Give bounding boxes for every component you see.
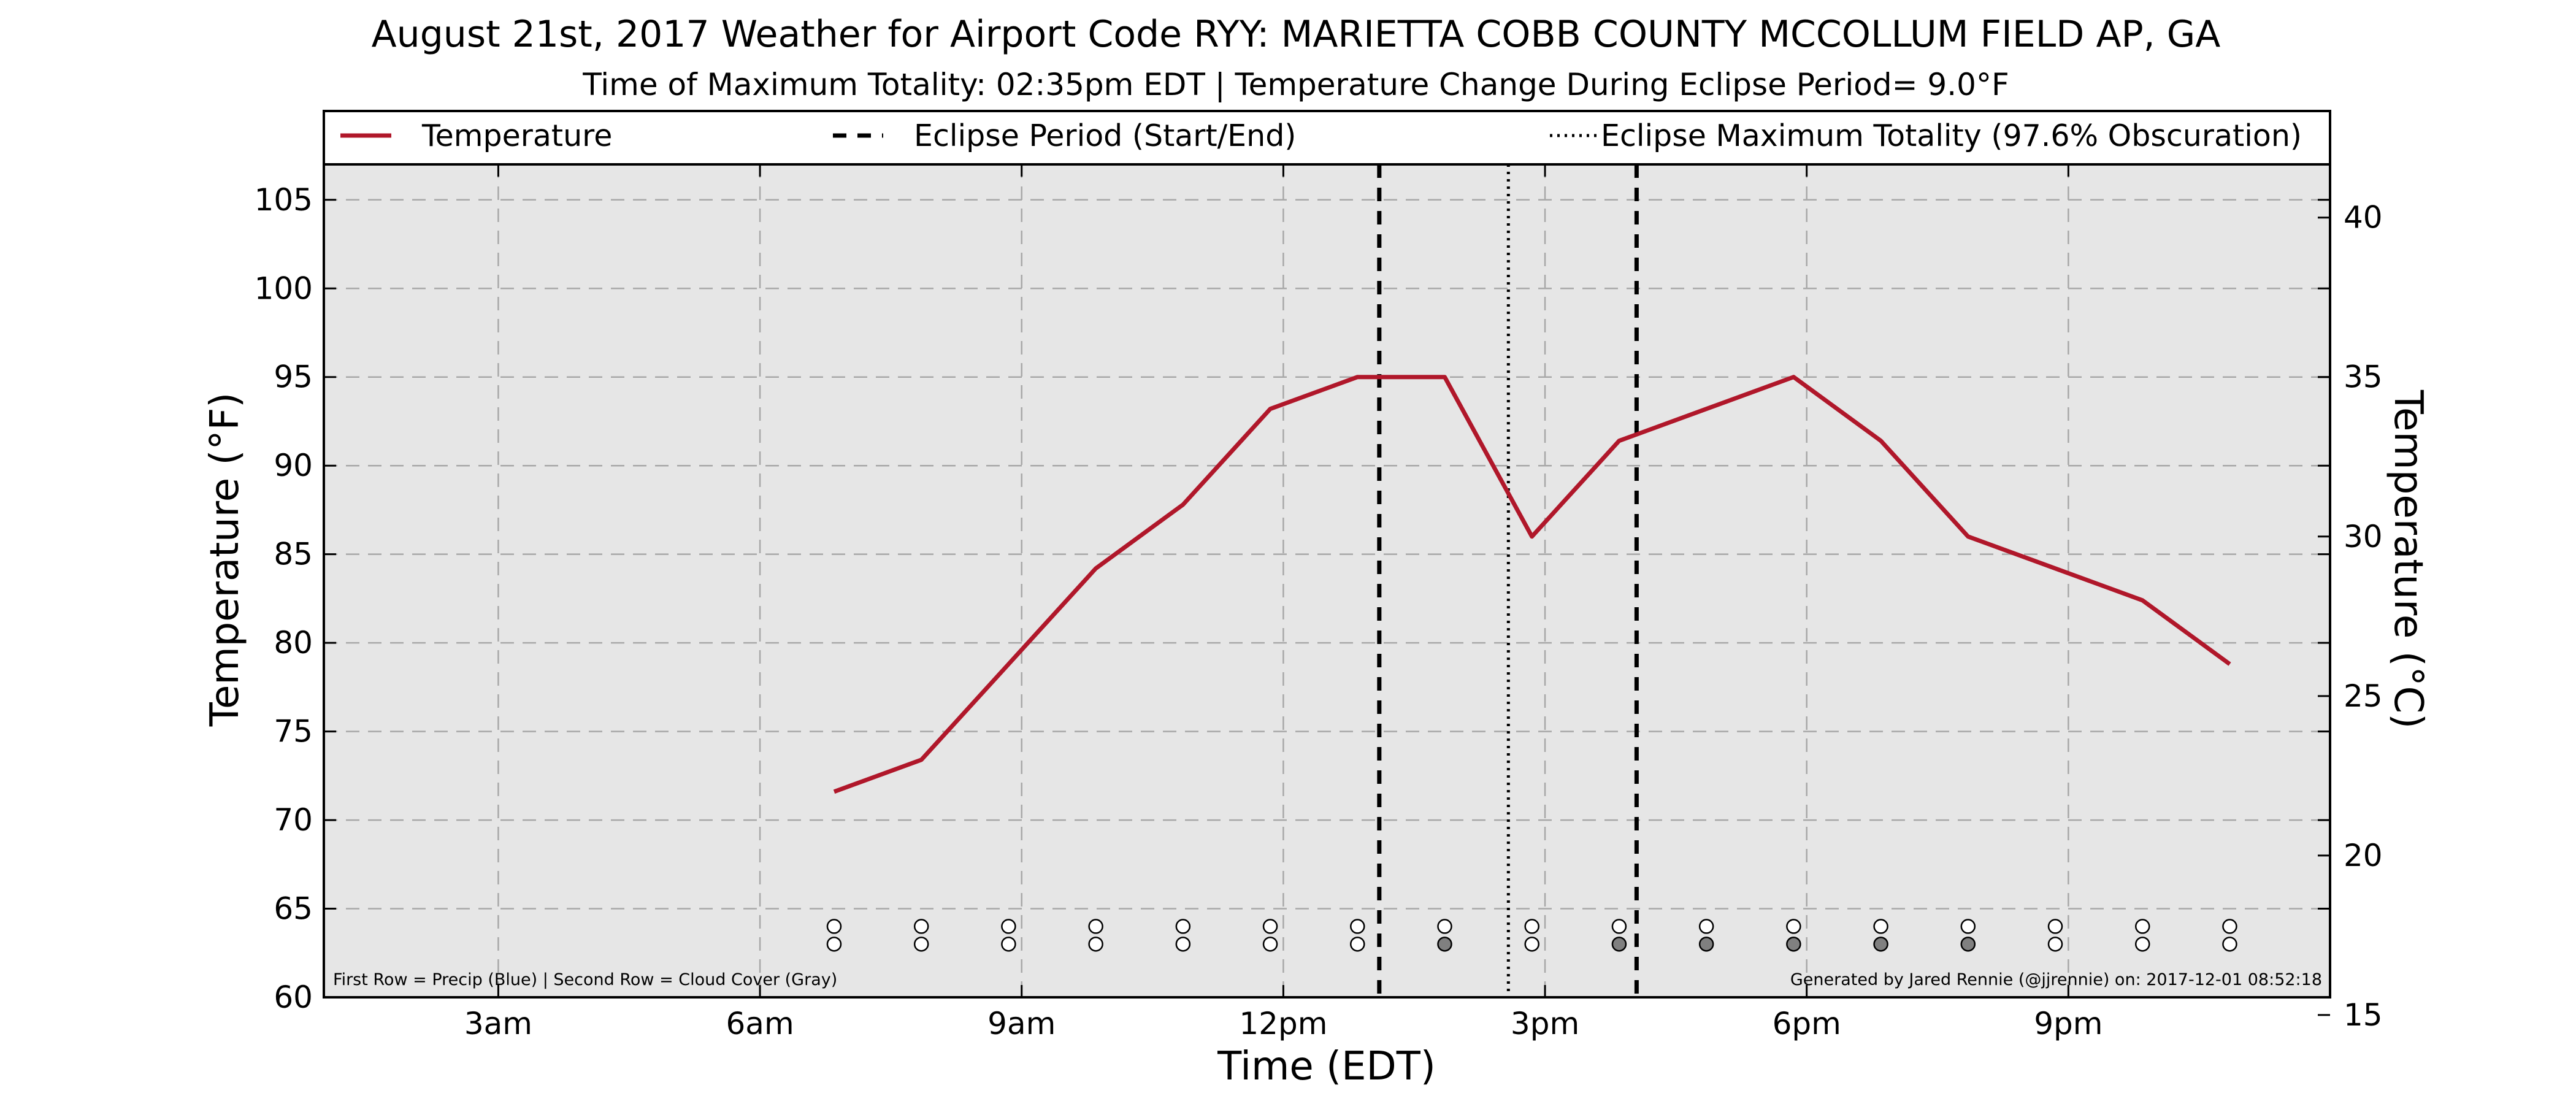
y-axis-label: Temperature (°F) [202, 393, 248, 727]
x-tick-label: 6am [726, 1006, 794, 1041]
x-tick-label: 9am [987, 1006, 1056, 1041]
y-tick-label: 90 [274, 448, 313, 483]
y-tick-label: 80 [274, 625, 313, 661]
y-tick-label: 85 [274, 537, 313, 572]
legend-eclipse-max-label: Eclipse Maximum Totality (97.6% Obscurat… [1601, 118, 2302, 153]
cloud-marker [1611, 937, 1627, 952]
y-right-tick-label: 15 [2344, 997, 2383, 1033]
chart-subtitle: Time of Maximum Totality: 02:35pm EDT | … [582, 67, 2009, 102]
precip-marker [1698, 919, 1714, 934]
y-right-tick-label: 25 [2344, 678, 2383, 714]
precip-marker [1001, 919, 1016, 934]
x-tick-label: 9pm [2034, 1006, 2103, 1041]
cloud-marker [1786, 937, 1801, 952]
y-tick-label: 75 [274, 714, 313, 749]
cloud-marker [1001, 937, 1016, 952]
cloud-marker [2134, 937, 2150, 952]
legend-eclipse-period-label: Eclipse Period (Start/End) [914, 118, 1296, 153]
cloud-marker [1088, 937, 1103, 952]
cloud-marker [826, 937, 842, 952]
footnote-left: First Row = Precip (Blue) | Second Row =… [333, 970, 837, 989]
y-axis-right-label: Temperature (°C) [2385, 389, 2431, 729]
precip-marker [826, 919, 842, 934]
chart-title: August 21st, 2017 Weather for Airport Co… [372, 13, 2221, 56]
cloud-marker [1262, 937, 1278, 952]
axes: 60 65 70 75 80 85 90 95 100 105 15 20 25 30 35 40 3am 6am… [255, 164, 2383, 1041]
cloud-marker [2222, 937, 2237, 952]
y-tick-label: 65 [274, 891, 313, 927]
cloud-marker [913, 937, 929, 952]
precip-marker [1611, 919, 1627, 934]
plot-frame [323, 163, 2331, 999]
precip-marker [2134, 919, 2150, 934]
precip-marker [1524, 919, 1539, 934]
precip-marker [1350, 919, 1365, 934]
plot-area [324, 164, 2330, 997]
y-right-tick-label: 20 [2344, 838, 2383, 873]
y-tick-label: 60 [274, 979, 313, 1015]
y-tick-label: 100 [255, 270, 313, 306]
y-tick-label: 105 [255, 182, 313, 218]
cloud-marker [1437, 937, 1452, 952]
precip-marker [1175, 919, 1191, 934]
cloud-marker [1698, 937, 1714, 952]
grid-lines [324, 164, 2330, 997]
precip-marker [1786, 919, 1801, 934]
precip-marker [1437, 919, 1452, 934]
footnote-right: Generated by Jared Rennie (@jjrennie) on… [1790, 970, 2322, 989]
cloud-marker [1873, 937, 1888, 952]
precip-marker [2222, 919, 2237, 934]
precip-marker [1088, 919, 1103, 934]
temperature-line [833, 375, 2231, 794]
legend: Temperature Eclipse Period (Start/End) E… [323, 110, 2331, 166]
precip-marker [1960, 919, 1976, 934]
y-right-tick-label: 35 [2344, 359, 2383, 395]
y-tick-label: 70 [274, 802, 313, 838]
precip-marker [1873, 919, 1888, 934]
y-tick-label: 95 [274, 359, 313, 395]
x-tick-label: 12pm [1239, 1006, 1327, 1041]
station-markers [826, 919, 2237, 952]
cloud-marker [2047, 937, 2063, 952]
precip-marker [913, 919, 929, 934]
y-right-tick-label: 40 [2344, 200, 2383, 236]
cloud-marker [1524, 937, 1539, 952]
legend-temperature-label: Temperature [421, 118, 612, 153]
temperature-series [833, 375, 2231, 794]
y-right-tick-label: 30 [2344, 519, 2383, 554]
precip-marker [1262, 919, 1278, 934]
cloud-marker [1960, 937, 1976, 952]
cloud-marker [1350, 937, 1365, 952]
eclipse-lines [1377, 164, 1639, 997]
x-tick-label: 3pm [1511, 1006, 1579, 1041]
cloud-marker [1175, 937, 1191, 952]
x-tick-label: 3am [464, 1006, 532, 1041]
legend-frame [323, 110, 2331, 166]
x-axis-label: Time (EDT) [1217, 1044, 1436, 1089]
x-tick-label: 6pm [1773, 1006, 1841, 1041]
precip-marker [2047, 919, 2063, 934]
